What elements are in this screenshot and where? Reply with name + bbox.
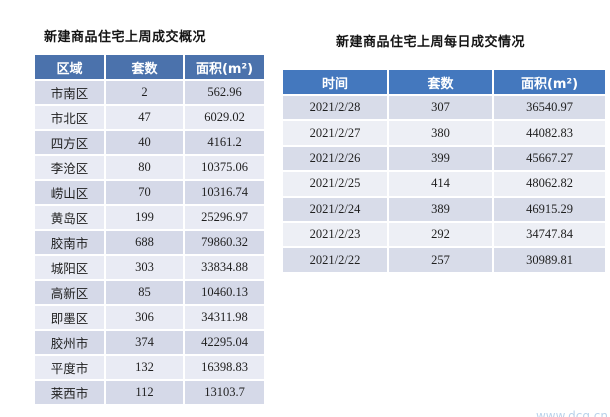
daily-transactions-body: 2021/2/28 307 36540.97 2021/2/27 380 44082.83… [283,95,605,274]
table-cell: 2 [105,80,185,106]
table-cell: 13103.7 [184,380,264,406]
table-cell: 47 [105,105,185,131]
table-cell: 199 [105,205,185,231]
table-cell: 25296.97 [184,205,264,231]
table-cell: 6029.02 [184,105,264,131]
column-header-units: 套数 [105,55,185,81]
table-cell: 33834.88 [184,255,264,281]
table-cell: 2021/2/24 [283,196,389,223]
table-cell: 2021/2/28 [283,95,389,122]
header-row: 时间 套数 面积(m²) [283,70,605,96]
table-row: 2021/2/24 389 46915.29 [283,196,605,223]
table-row: 李沧区 80 10375.06 [35,155,264,181]
table-cell: 10316.74 [184,180,264,206]
table-cell: 四方区 [35,130,106,156]
table-cell: 112 [105,380,185,406]
table-cell: 李沧区 [35,155,106,181]
table-cell: 257 [388,247,494,274]
table-row: 2021/2/26 399 45667.27 [283,145,605,173]
table-cell: 胶南市 [35,230,106,256]
daily-transactions-table: 时间 套数 面积(m²) 2021/2/28 307 36540.97 2021/2/… [283,70,605,274]
weekly-summary-title: 新建商品住宅上周成交概况 [44,30,207,45]
table-cell: 市南区 [35,80,106,106]
table-cell: 36540.97 [493,95,605,122]
table-cell: 30989.81 [493,247,605,274]
table-row: 四方区 40 4161.2 [35,130,264,156]
column-header-region: 区域 [35,55,106,81]
table-cell: 即墨区 [35,305,106,331]
table-row: 2021/2/25 414 48062.82 [283,171,605,198]
table-cell: 380 [388,120,494,147]
watermark-text: www.dcq.cn [535,409,608,417]
table-cell: 562.96 [184,80,264,106]
column-header-area: 面积(m²) [493,70,605,96]
table-cell: 399 [388,145,494,173]
table-cell: 46915.29 [493,196,605,223]
table-row: 莱西市 112 13103.7 [35,380,264,406]
daily-transactions-title: 新建商品住宅上周每日成交情况 [336,35,526,50]
column-header-units: 套数 [388,70,494,96]
table-row: 城阳区 303 33834.88 [35,255,264,281]
table-row: 平度市 132 16398.83 [35,355,264,381]
table-cell: 306 [105,305,185,331]
table-cell: 374 [105,330,185,356]
table-cell: 80 [105,155,185,181]
table-cell: 城阳区 [35,255,106,281]
table-cell: 688 [105,230,185,256]
table-cell: 42295.04 [184,330,264,356]
table-cell: 10375.06 [184,155,264,181]
table-row: 2021/2/22 257 30989.81 [283,247,605,274]
column-header-area: 面积(m²) [184,55,264,81]
table-cell: 85 [105,280,185,306]
table-row: 即墨区 306 34311.98 [35,305,264,331]
table-cell: 10460.13 [184,280,264,306]
table-row: 胶南市 688 79860.32 [35,230,264,256]
table-cell: 市北区 [35,105,106,131]
table-cell: 34311.98 [184,305,264,331]
table-cell: 414 [388,171,494,198]
table-cell: 4161.2 [184,130,264,156]
table-cell: 胶州市 [35,330,106,356]
table-cell: 292 [388,221,494,249]
table-row: 高新区 85 10460.13 [35,280,264,306]
table-cell: 303 [105,255,185,281]
table-cell: 平度市 [35,355,106,381]
table-cell: 2021/2/27 [283,120,389,147]
table-cell: 崂山区 [35,180,106,206]
weekly-summary-body: 市南区 2 562.96 市北区 47 6029.02 四方区 40 4161.2 李沧区 80 10… [35,80,264,406]
weekly-summary-table: 区域 套数 面积(m²) 市南区 2 562.96 市北区 47 6029.02 四方区 40… [35,55,264,406]
column-header-date: 时间 [283,70,389,96]
table-row: 胶州市 374 42295.04 [35,330,264,356]
table-cell: 40 [105,130,185,156]
table-cell: 高新区 [35,280,106,306]
table-cell: 2021/2/26 [283,145,389,173]
table-row: 2021/2/23 292 34747.84 [283,221,605,249]
table-cell: 132 [105,355,185,381]
table-row: 市北区 47 6029.02 [35,105,264,131]
table-cell: 2021/2/25 [283,171,389,198]
table-cell: 2021/2/22 [283,247,389,274]
header-row: 区域 套数 面积(m²) [35,55,264,81]
table-row: 市南区 2 562.96 [35,80,264,106]
table-cell: 44082.83 [493,120,605,147]
table-row: 黄岛区 199 25296.97 [35,205,264,231]
table-cell: 莱西市 [35,380,106,406]
table-cell: 79860.32 [184,230,264,256]
table-cell: 2021/2/23 [283,221,389,249]
table-cell: 16398.83 [184,355,264,381]
table-row: 2021/2/27 380 44082.83 [283,120,605,147]
table-cell: 307 [388,95,494,122]
table-cell: 黄岛区 [35,205,106,231]
table-cell: 48062.82 [493,171,605,198]
table-cell: 70 [105,180,185,206]
table-row: 2021/2/28 307 36540.97 [283,95,605,122]
table-cell: 34747.84 [493,221,605,249]
table-row: 崂山区 70 10316.74 [35,180,264,206]
table-cell: 45667.27 [493,145,605,173]
table-cell: 389 [388,196,494,223]
